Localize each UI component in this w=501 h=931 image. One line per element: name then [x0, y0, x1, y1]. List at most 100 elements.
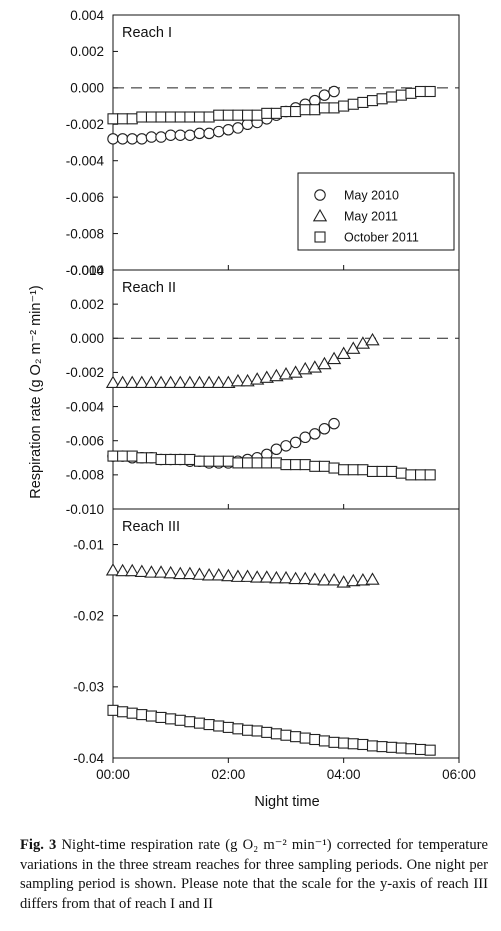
legend-marker-square	[314, 231, 326, 243]
data-point-square	[290, 459, 302, 471]
data-point-square	[415, 469, 427, 481]
series-october-2011	[107, 85, 436, 125]
data-point-square	[165, 713, 177, 725]
data-point-circle	[280, 440, 292, 452]
data-point-square	[232, 723, 244, 735]
data-point-square	[174, 453, 186, 466]
data-point-square	[328, 462, 340, 474]
data-point-square	[203, 719, 215, 731]
y-tick-label: -0.03	[73, 680, 104, 695]
legend: May 2010 May 2011 October 2011	[297, 172, 455, 251]
data-point-square	[395, 467, 407, 479]
data-point-circle	[212, 125, 225, 138]
data-point-triangle	[105, 563, 121, 576]
data-point-triangle	[278, 570, 294, 584]
data-point-square	[193, 111, 206, 123]
data-point-square	[415, 743, 427, 756]
data-point-square	[357, 738, 369, 751]
data-point-triangle	[125, 375, 140, 389]
data-point-triangle	[307, 572, 322, 585]
y-tick-label: -0.008	[66, 226, 104, 241]
data-point-square	[270, 457, 282, 469]
data-point-square	[338, 464, 350, 476]
data-point-square	[318, 102, 330, 114]
data-point-square	[165, 111, 177, 123]
data-point-triangle	[336, 575, 351, 588]
data-point-square	[222, 455, 234, 467]
data-point-circle	[328, 417, 340, 430]
data-point-square	[203, 111, 215, 123]
y-tick-label: -0.002	[66, 365, 104, 380]
data-point-square	[405, 87, 417, 99]
data-point-square	[251, 725, 263, 737]
data-point-square	[242, 457, 254, 469]
data-point-triangle	[201, 375, 217, 389]
data-point-triangle	[115, 375, 130, 389]
data-point-square	[251, 109, 263, 121]
data-point-circle	[145, 131, 158, 143]
y-tick-label: -0.006	[66, 190, 104, 205]
data-point-square	[424, 85, 436, 98]
data-point-square	[145, 710, 157, 722]
data-point-circle	[126, 133, 138, 145]
data-point-triangle	[115, 563, 130, 577]
data-point-square	[386, 741, 398, 753]
data-point-triangle	[134, 564, 149, 577]
data-point-square	[193, 717, 206, 729]
data-point-triangle	[153, 375, 169, 389]
data-point-square	[251, 457, 263, 469]
y-axis-title: Respiration rate (g O₂ m⁻² min⁻¹)	[28, 285, 44, 499]
data-point-square	[338, 737, 350, 749]
panel-frame	[112, 508, 460, 759]
data-point-square	[318, 735, 330, 747]
data-point-square	[222, 109, 234, 121]
data-point-square	[145, 452, 157, 464]
data-point-circle	[309, 428, 321, 440]
data-point-triangle	[230, 569, 246, 582]
data-point-triangle	[365, 572, 380, 585]
data-point-triangle	[317, 573, 332, 586]
data-point-square	[222, 721, 234, 733]
data-point-triangle	[125, 563, 140, 577]
data-point-square	[193, 455, 206, 467]
data-point-triangle	[365, 332, 380, 346]
x-tick-label: 06:00	[442, 767, 476, 782]
data-point-triangle	[221, 568, 236, 582]
x-axis-title: Night time	[254, 794, 319, 810]
data-point-square	[261, 107, 273, 119]
panel-title: Reach I	[122, 25, 172, 41]
data-point-square	[203, 455, 215, 467]
data-point-square	[213, 720, 225, 732]
data-point-triangle	[105, 375, 121, 389]
y-tick-label: -0.004	[66, 154, 105, 169]
data-point-triangle	[192, 567, 207, 580]
data-point-triangle	[230, 373, 246, 387]
data-point-square	[213, 109, 225, 121]
data-point-square	[318, 460, 330, 472]
data-point-square	[174, 714, 186, 726]
data-point-square	[395, 742, 407, 754]
data-point-square	[366, 95, 379, 107]
data-point-circle	[299, 431, 311, 444]
y-tick-label: 0.002	[70, 297, 104, 312]
y-tick-label: -0.002	[66, 117, 104, 132]
data-point-circle	[270, 443, 283, 455]
data-point-square	[136, 452, 148, 464]
data-point-square	[415, 85, 427, 98]
caption-text: Night-time respiration rate (g O₂ m⁻² mi…	[20, 837, 488, 912]
data-point-square	[357, 464, 369, 476]
data-point-triangle	[259, 370, 274, 383]
data-point-square	[386, 91, 398, 103]
data-point-triangle	[298, 571, 313, 585]
data-point-triangle	[259, 570, 274, 583]
data-point-square	[405, 743, 417, 755]
data-point-circle	[164, 129, 177, 141]
data-point-circle	[328, 85, 340, 98]
caption-label: Fig. 3	[20, 837, 57, 853]
data-point-square	[213, 455, 225, 467]
respiration-rate-chart: 0.004 0.002 0.000 -0.002 -0.004 -0.006 -0.008 -…	[28, 8, 476, 810]
data-point-square	[117, 113, 129, 125]
data-point-square	[347, 464, 359, 476]
data-point-square	[309, 733, 321, 746]
y-tick-label: 0.004	[70, 8, 104, 23]
